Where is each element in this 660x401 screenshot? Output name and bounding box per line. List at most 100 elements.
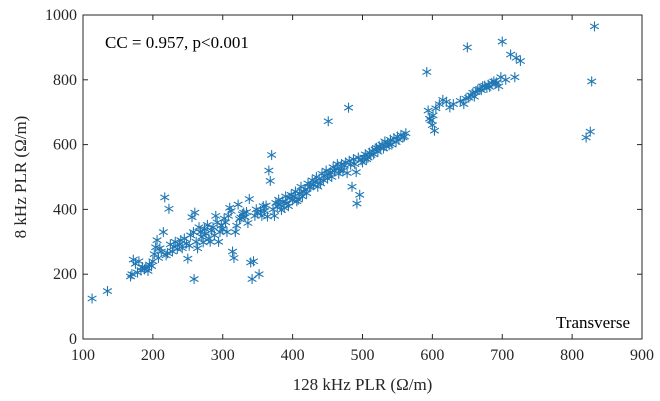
y-tick-label: 200 — [53, 266, 77, 283]
data-point — [323, 116, 333, 127]
data-point — [211, 210, 221, 222]
data-point — [401, 128, 411, 139]
data-point — [427, 120, 437, 131]
data-point — [497, 36, 507, 47]
data-point — [352, 198, 362, 209]
data-point — [448, 98, 458, 110]
x-tick-label: 900 — [630, 347, 654, 364]
x-tick-label: 800 — [560, 347, 584, 364]
scatter-points — [87, 21, 600, 304]
y-axis-label: 8 kHz PLR (Ω/m) — [11, 116, 30, 239]
data-point — [226, 205, 236, 217]
data-point — [428, 110, 438, 121]
data-point — [127, 269, 137, 280]
data-point — [459, 98, 469, 110]
data-point — [244, 193, 254, 205]
data-point — [190, 207, 200, 218]
y-tick-label: 600 — [53, 137, 77, 154]
data-point — [254, 269, 264, 280]
data-point — [462, 42, 472, 53]
x-tick-label: 600 — [420, 347, 444, 364]
data-point — [160, 192, 170, 203]
x-tick-label: 100 — [71, 347, 95, 364]
data-point — [342, 167, 352, 179]
data-point — [589, 21, 600, 32]
data-point — [510, 72, 520, 83]
data-point — [102, 285, 112, 297]
data-point — [355, 189, 365, 200]
data-point — [511, 52, 521, 63]
data-point — [445, 102, 455, 113]
transverse-label: Transverse — [556, 313, 630, 332]
y-tick-label: 400 — [53, 201, 77, 218]
data-point — [494, 81, 504, 92]
data-point — [347, 181, 357, 192]
x-axis-ticks: 100 200 300 400 500 600 700 800 900 — [71, 15, 654, 364]
data-point — [87, 293, 97, 304]
data-point — [149, 248, 159, 260]
data-point — [194, 222, 204, 233]
data-point — [293, 194, 303, 205]
data-point — [241, 206, 252, 218]
data-point — [297, 191, 307, 202]
data-point — [264, 165, 274, 176]
data-point — [351, 166, 361, 178]
data-point — [214, 236, 224, 247]
y-tick-label: 0 — [69, 331, 77, 348]
x-tick-label: 500 — [351, 347, 375, 364]
data-point — [265, 175, 275, 187]
data-point — [164, 203, 174, 214]
data-point — [455, 95, 465, 107]
data-point — [229, 252, 239, 264]
x-tick-label: 300 — [211, 347, 235, 364]
y-axis-ticks: 0 200 400 600 800 1000 — [45, 7, 642, 348]
data-point — [429, 125, 440, 136]
data-point — [515, 55, 525, 67]
data-point — [501, 74, 511, 85]
data-point — [146, 260, 157, 272]
data-point — [183, 253, 193, 264]
data-point — [422, 66, 432, 78]
data-point — [292, 196, 302, 207]
data-point — [152, 235, 162, 246]
data-point — [230, 226, 240, 238]
data-point — [189, 273, 199, 285]
data-point — [469, 91, 479, 102]
data-point — [158, 226, 168, 238]
data-point — [267, 149, 277, 161]
data-point — [222, 226, 232, 238]
data-point — [197, 231, 207, 243]
data-point — [357, 157, 368, 168]
data-point — [141, 262, 151, 273]
data-point — [205, 236, 215, 247]
x-tick-label: 400 — [281, 347, 305, 364]
data-point — [587, 76, 597, 87]
data-point — [134, 256, 144, 267]
data-point — [318, 175, 328, 186]
data-point — [163, 247, 173, 259]
data-point — [227, 246, 238, 257]
data-point — [348, 154, 358, 165]
data-point — [233, 199, 243, 210]
data-point — [156, 246, 166, 257]
x-tick-label: 200 — [141, 347, 165, 364]
data-point — [243, 217, 253, 229]
data-point — [274, 194, 284, 205]
data-point — [585, 126, 595, 137]
x-axis-label: 128 kHz PLR (Ω/m) — [293, 375, 433, 394]
data-point — [434, 98, 444, 110]
y-tick-label: 800 — [53, 72, 77, 89]
data-point — [269, 210, 279, 222]
y-tick-label: 1000 — [45, 7, 77, 24]
data-point — [431, 103, 441, 114]
data-point — [195, 226, 205, 238]
data-point — [188, 226, 198, 238]
correlation-annotation: CC = 0.957, p<0.001 — [105, 33, 249, 52]
data-point — [248, 256, 259, 267]
data-point — [247, 273, 257, 285]
x-tick-label: 700 — [490, 347, 514, 364]
data-point — [290, 186, 300, 197]
